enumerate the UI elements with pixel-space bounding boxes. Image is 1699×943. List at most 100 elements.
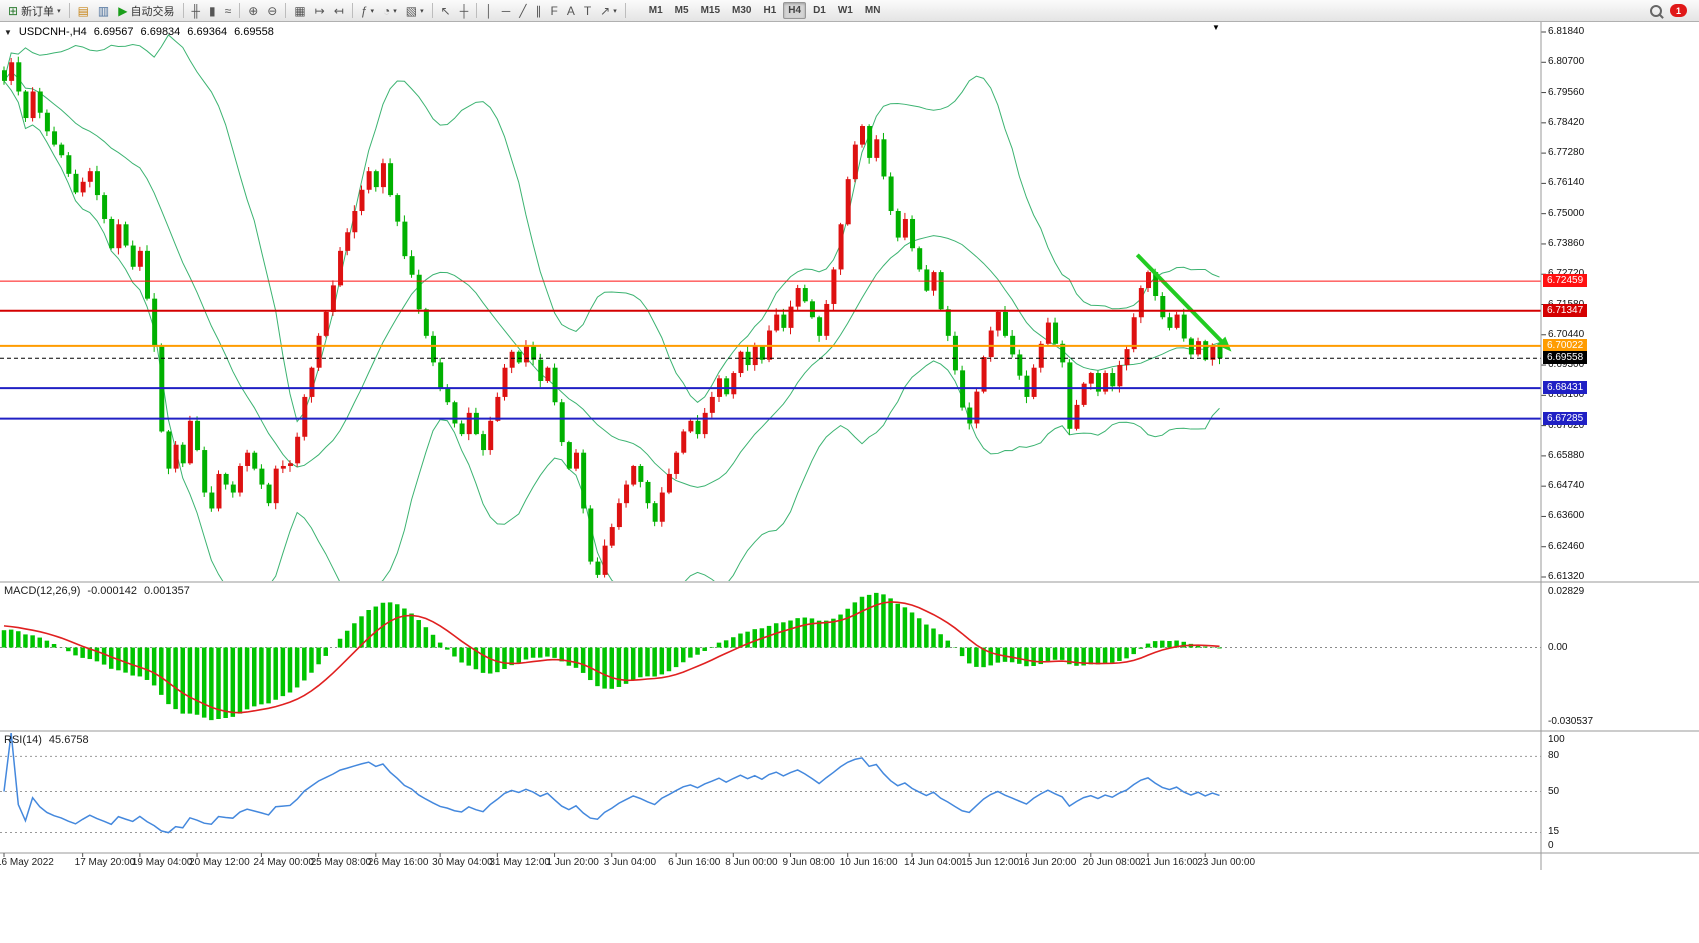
- channel-button[interactable]: ∥: [531, 1, 545, 21]
- fibonacci-button[interactable]: F: [546, 1, 561, 21]
- high-value: 6.69834: [140, 26, 181, 38]
- caret-down-icon: ▾: [420, 7, 424, 15]
- text-icon: A: [566, 3, 575, 18]
- chart-menu-icon[interactable]: ▼: [4, 27, 12, 37]
- cursor-icon: ↖: [440, 3, 451, 18]
- zoom-in-button[interactable]: ⊕: [244, 1, 262, 21]
- toolbar-separator: [239, 3, 241, 18]
- bollinger-band: [3, 80, 1220, 581]
- timeframe-w1[interactable]: W1: [837, 5, 853, 16]
- tile-windows-icon: ▦: [294, 3, 306, 18]
- notification-badge[interactable]: 1: [1670, 4, 1687, 17]
- templates-icon: ▧: [405, 3, 418, 18]
- main-toolbar: ⊞ 新订单 ▾ ▤ ▥ ▶ 自动交易 ╫ ▮ ≈ ⊕ ⊖ ▦ ↦ ↤ ƒ ▾ ◔ ▾ ▧ ▾ ↖ ┼ │ ─ ╱ ∥ F A T ↗ ▾ M1 M…: [0, 0, 1699, 22]
- rsi-panel[interactable]: [0, 733, 1541, 834]
- bollinger-band: [3, 34, 1220, 423]
- toolbar-buttons: ⊞ 新订单 ▾ ▤ ▥ ▶ 自动交易 ╫ ▮ ≈ ⊕ ⊖ ▦ ↦ ↤ ƒ ▾ ◔ ▾ ▧ ▾ ↖ ┼ │ ─ ╱ ∥ F A T ↗ ▾ M1 M…: [4, 1, 885, 21]
- auto-trading-button-label: 自动交易: [130, 5, 175, 18]
- zoom-in-icon: ⊕: [248, 3, 259, 18]
- fibonacci-icon: F: [550, 3, 558, 18]
- close-value: 6.69558: [234, 26, 274, 38]
- macd-signal-value: 0.001357: [143, 585, 190, 597]
- indicators-button[interactable]: ƒ ▾: [357, 1, 378, 21]
- chart-shift-button[interactable]: ↤: [330, 1, 348, 21]
- caret-down-icon: ▾: [57, 7, 61, 15]
- macd-panel[interactable]: [0, 592, 1541, 721]
- auto-trading-button[interactable]: ▶ 自动交易: [114, 1, 178, 21]
- new-order-button[interactable]: ⊞ 新订单 ▾: [4, 1, 65, 21]
- open-value: 6.69567: [93, 26, 134, 38]
- rsi-line: [3, 733, 1220, 834]
- horizontal-line-icon: ─: [501, 3, 511, 18]
- timeframe-m1[interactable]: M1: [648, 5, 663, 16]
- crosshair-button[interactable]: ┼: [456, 1, 473, 21]
- market-watch-icon: ▤: [77, 3, 89, 18]
- vertical-line-button[interactable]: │: [481, 1, 497, 21]
- rsi-value: 45.6758: [48, 734, 89, 746]
- macd-main-value: -0.000142: [87, 585, 137, 597]
- templates-button[interactable]: ▧ ▾: [402, 1, 428, 21]
- toolbar-right: 1: [1650, 4, 1695, 17]
- toolbar-separator: [476, 3, 478, 18]
- timeframe-h1[interactable]: H1: [763, 5, 777, 16]
- price-panel[interactable]: [2, 34, 1232, 603]
- periods-button[interactable]: ◔ ▾: [379, 1, 401, 21]
- crosshair-icon: ┼: [459, 3, 469, 18]
- label-button[interactable]: T: [580, 1, 595, 21]
- market-watch-button[interactable]: ▤: [74, 1, 93, 21]
- label-icon: T: [583, 3, 592, 18]
- bollinger-middle-band: [3, 70, 1220, 488]
- macd-axis-label-min: -0.030537: [1548, 716, 1594, 727]
- macd-histogram: [1, 592, 1222, 721]
- timeframe-mn[interactable]: MN: [864, 5, 881, 16]
- toolbar-separator: [351, 3, 353, 18]
- periods-icon: ◔: [383, 3, 391, 18]
- timeframe-m5[interactable]: M5: [674, 5, 689, 16]
- arrows-button[interactable]: ↗ ▾: [596, 1, 621, 21]
- cursor-button[interactable]: ↖: [437, 1, 455, 21]
- trend-arrow[interactable]: [1135, 253, 1224, 344]
- navigator-icon: ▥: [97, 3, 110, 18]
- zoom-out-icon: ⊖: [267, 3, 278, 18]
- candles-layer: [2, 56, 1223, 578]
- line-chart-icon: ≈: [224, 3, 232, 18]
- zoom-out-button[interactable]: ⊖: [263, 1, 281, 21]
- toolbar-separator: [285, 3, 287, 18]
- chart-ohlc-header: ▼ USDCNH-,H4 6.69567 6.69834 6.69364 6.6…: [4, 26, 274, 38]
- toolbar-separator: [431, 3, 433, 18]
- text-button[interactable]: A: [563, 1, 579, 21]
- tile-windows-button[interactable]: ▦: [290, 1, 309, 21]
- line-chart-button[interactable]: ≈: [221, 1, 236, 21]
- macd-axis-label-max: 0.02829: [1548, 586, 1585, 597]
- timeframe-h4[interactable]: H4: [783, 2, 807, 19]
- navigator-button[interactable]: ▥: [94, 1, 113, 21]
- vertical-line-icon: │: [485, 3, 493, 18]
- auto-trading-icon: ▶: [118, 3, 128, 18]
- caret-down-icon: ▾: [393, 7, 397, 15]
- trend-arrow-head: [1216, 336, 1232, 352]
- trendline-icon: ╱: [519, 3, 527, 18]
- auto-scroll-button[interactable]: ↦: [311, 1, 329, 21]
- macd-label: MACD(12,26,9) -0.000142 0.001357: [4, 585, 190, 597]
- caret-down-icon: ▾: [613, 7, 617, 15]
- macd-axis-label-zero: 0.00: [1548, 641, 1568, 653]
- candlestick-chart-button[interactable]: ▮: [205, 1, 220, 21]
- chart-shift-icon: ↤: [333, 3, 344, 18]
- chart-shift-marker[interactable]: ▼: [1212, 23, 1220, 32]
- search-icon[interactable]: [1650, 4, 1662, 17]
- channel-icon: ∥: [535, 3, 542, 18]
- rsi-name: RSI(14): [4, 734, 42, 746]
- timeframe-d1[interactable]: D1: [813, 5, 826, 16]
- macd-name: MACD(12,26,9): [4, 585, 81, 597]
- timeframe-m15[interactable]: M15: [700, 5, 721, 16]
- toolbar-separator: [68, 3, 70, 18]
- toolbar-separator: [182, 3, 184, 18]
- trendline-button[interactable]: ╱: [515, 1, 530, 21]
- horizontal-line-button[interactable]: ─: [498, 1, 515, 21]
- arrows-icon: ↗: [600, 3, 611, 18]
- toolbar-separator: [624, 3, 626, 18]
- candlestick-chart-icon: ▮: [209, 3, 216, 18]
- bar-chart-button[interactable]: ╫: [188, 1, 205, 21]
- timeframe-m30[interactable]: M30: [732, 5, 752, 16]
